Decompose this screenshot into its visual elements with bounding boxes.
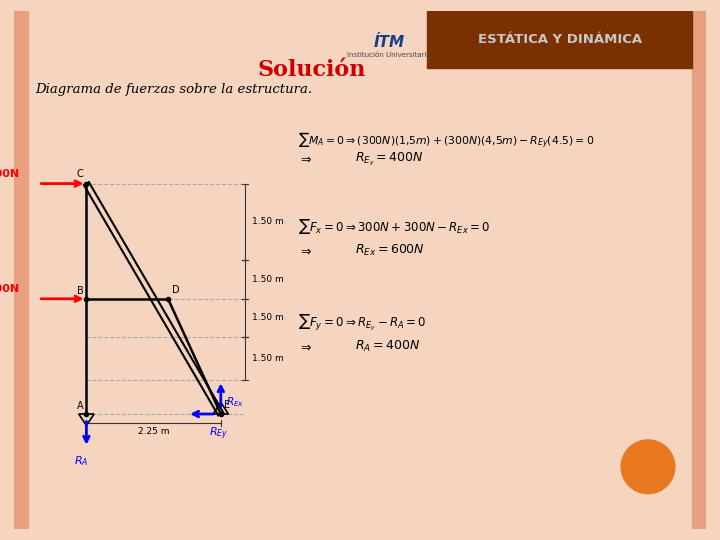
Circle shape	[621, 440, 675, 494]
Bar	[692, 11, 706, 529]
Text: $R_A$: $R_A$	[74, 454, 89, 468]
Text: $\sum F_y = 0 \Rightarrow R_{E_y} - R_A = 0$: $\sum F_y = 0 \Rightarrow R_{E_y} - R_A …	[297, 313, 426, 333]
Text: 1.50 m: 1.50 m	[253, 314, 284, 322]
Text: $R_{Ey}$: $R_{Ey}$	[210, 426, 228, 442]
Text: $\Rightarrow$: $\Rightarrow$	[297, 244, 312, 257]
Text: C: C	[77, 169, 84, 179]
Text: 1.50 m: 1.50 m	[253, 275, 284, 284]
Text: $R_{Ex} = 600N$: $R_{Ex} = 600N$	[355, 243, 426, 258]
Text: $R_{E_y} = 400N$: $R_{E_y} = 400N$	[355, 151, 424, 168]
Text: B: B	[77, 286, 84, 296]
Text: 1.50 m: 1.50 m	[253, 354, 284, 363]
Text: $\Rightarrow$: $\Rightarrow$	[297, 340, 312, 353]
Text: ÍTM: ÍTM	[373, 35, 405, 50]
Bar	[427, 11, 692, 69]
Text: $R_{Ex}$: $R_{Ex}$	[225, 395, 244, 409]
Text: $\sum F_x = 0 \Rightarrow 300N + 300N - R_{Ex} = 0$: $\sum F_x = 0 \Rightarrow 300N + 300N - …	[297, 217, 490, 237]
Text: $\Rightarrow$: $\Rightarrow$	[297, 153, 312, 166]
Text: 300N: 300N	[0, 169, 19, 179]
Text: Solución: Solución	[258, 59, 366, 82]
Text: Institución Universitaria: Institución Universitaria	[347, 52, 431, 58]
Text: 1.50 m: 1.50 m	[253, 218, 284, 226]
Text: Diagrama de fuerzas sobre la estructura.: Diagrama de fuerzas sobre la estructura.	[35, 83, 312, 96]
Text: $R_A = 400N$: $R_A = 400N$	[355, 339, 420, 354]
Text: 300N: 300N	[0, 284, 19, 294]
Text: E: E	[224, 400, 230, 410]
Text: 2.25 m: 2.25 m	[138, 427, 169, 436]
Bar	[14, 11, 28, 529]
Text: $\sum M_A = 0 \Rightarrow (300N)(1{,}5m) + (300N)(4{,}5m) - R_{Ey}(4.5) = 0$: $\sum M_A = 0 \Rightarrow (300N)(1{,}5m)…	[297, 130, 594, 151]
Text: ESTÁTICA Y DINÁMICA: ESTÁTICA Y DINÁMICA	[477, 33, 642, 46]
Text: A: A	[77, 401, 84, 411]
Text: D: D	[172, 285, 179, 295]
